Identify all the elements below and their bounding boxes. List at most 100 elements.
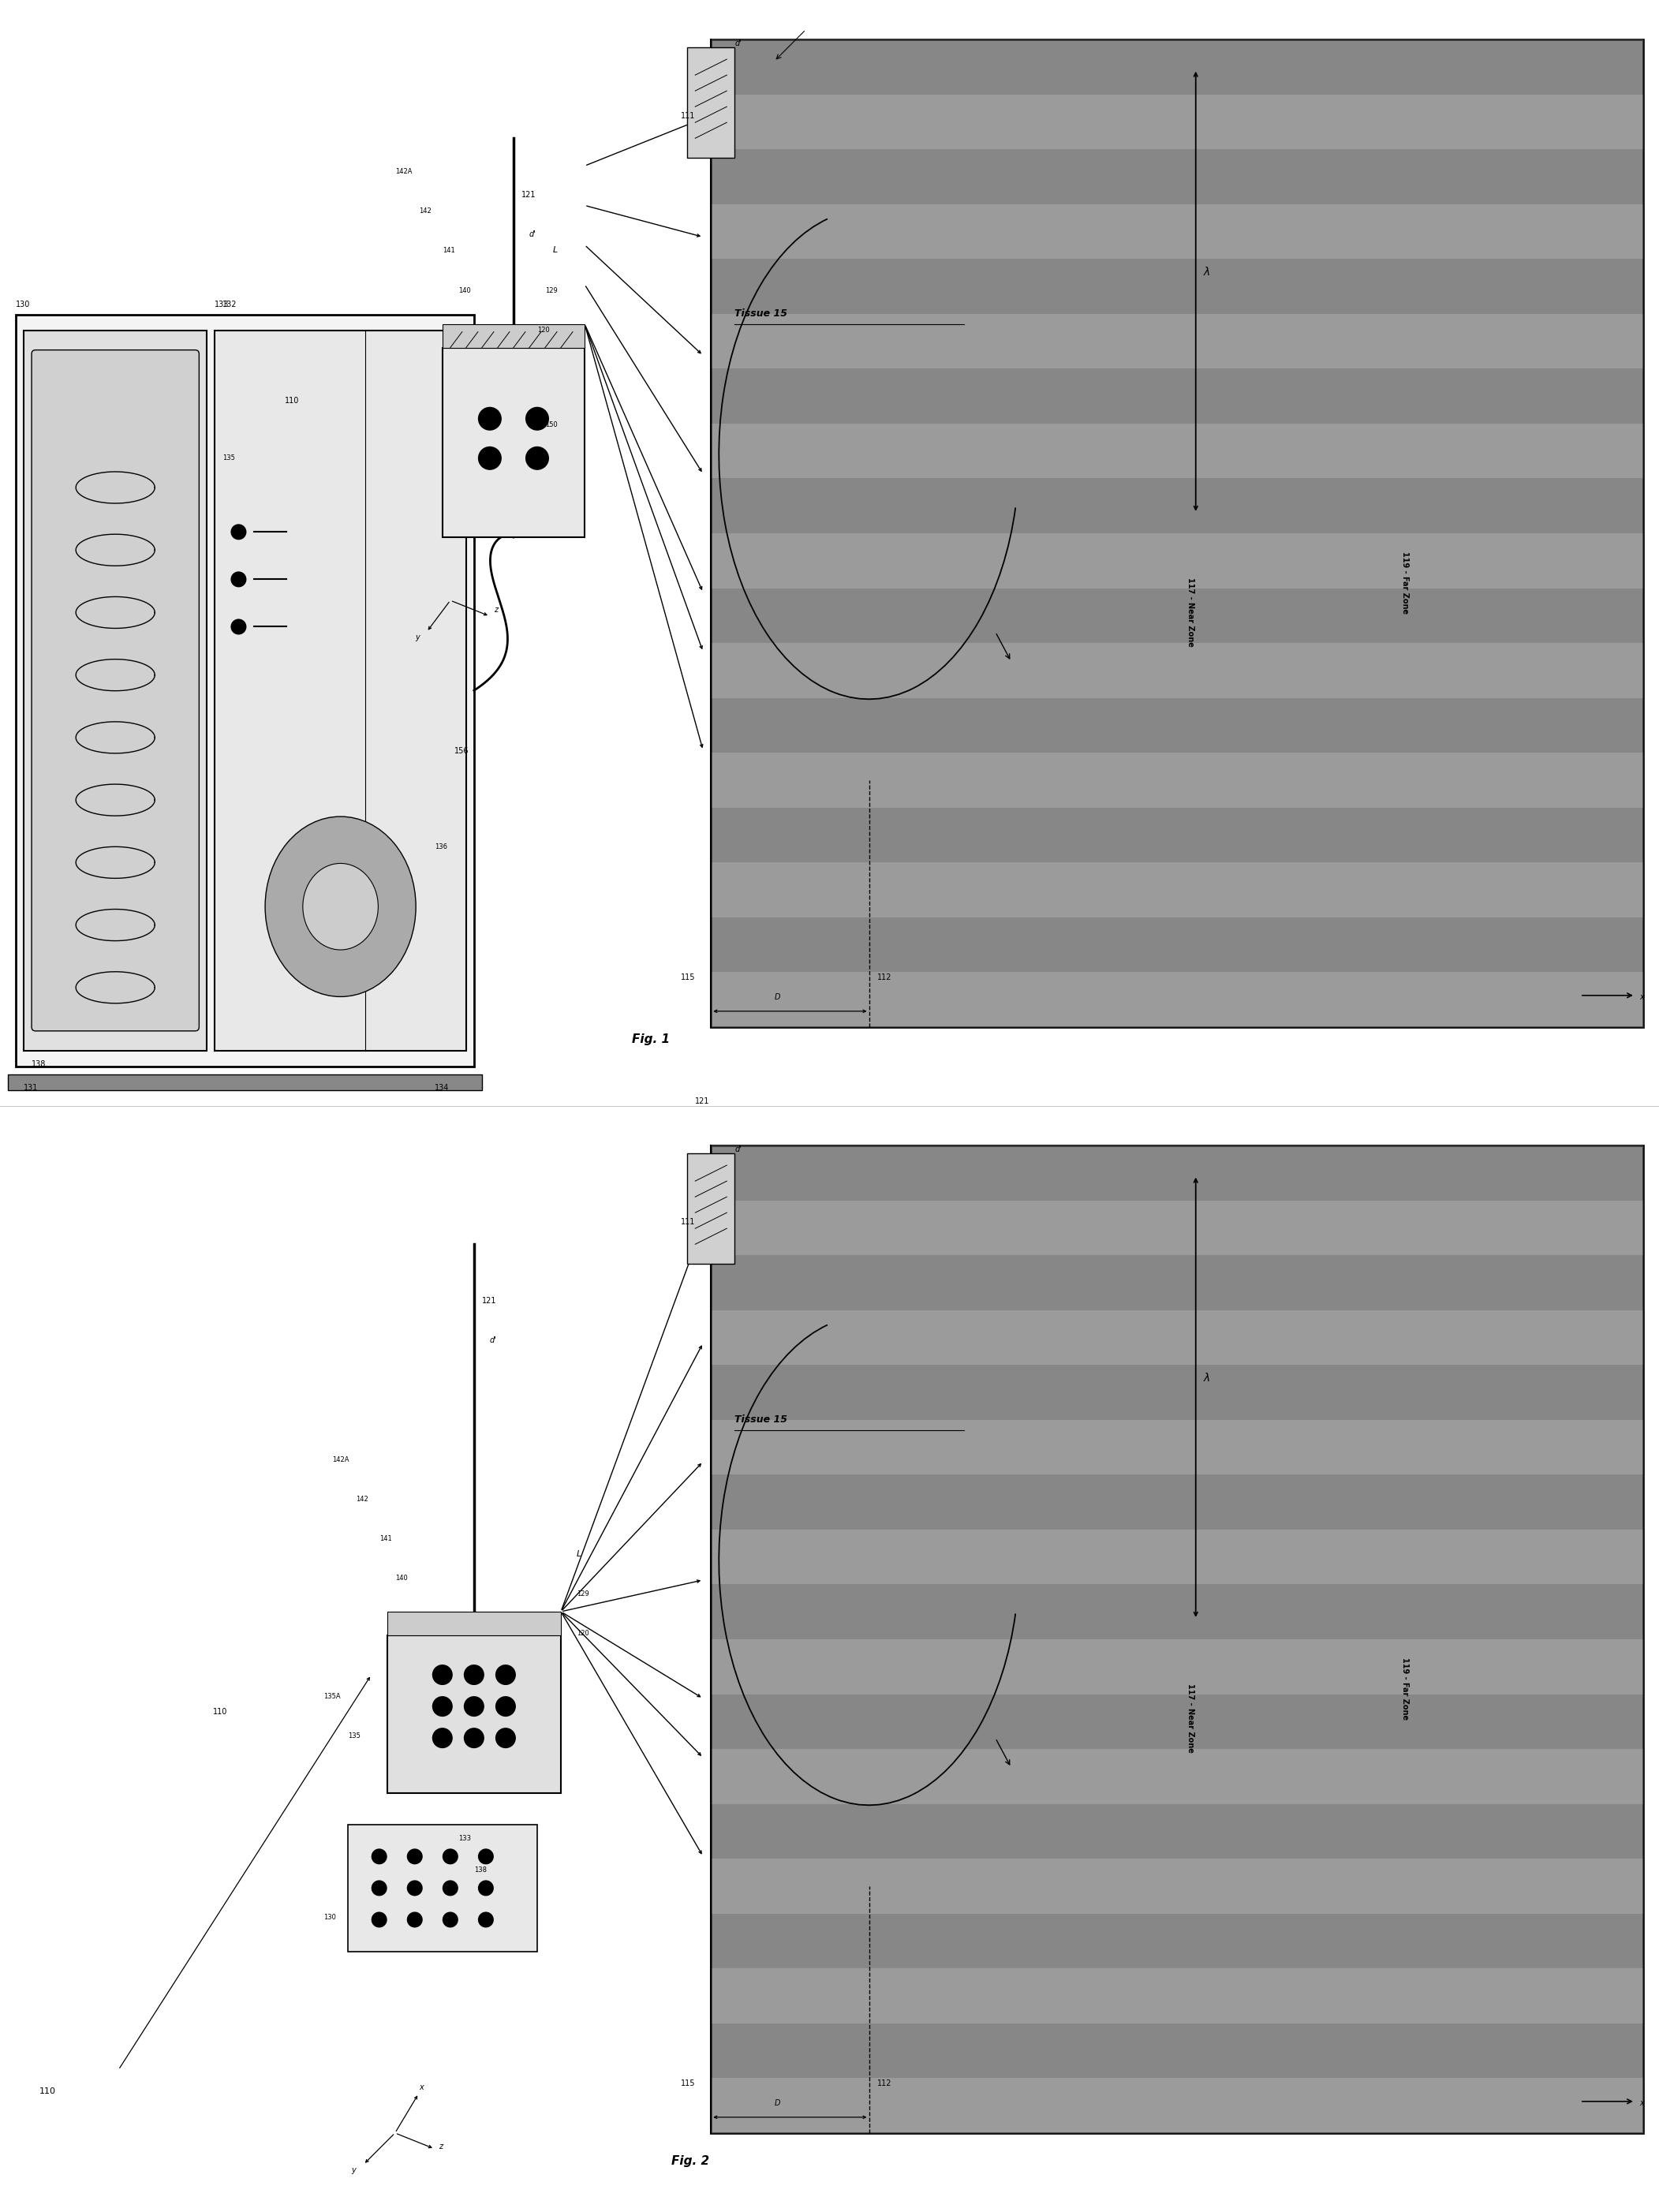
Circle shape <box>478 407 501 431</box>
Circle shape <box>372 1880 387 1896</box>
Bar <box>387 1613 561 1635</box>
Bar <box>712 1310 1642 1365</box>
Circle shape <box>496 1663 516 1686</box>
Circle shape <box>496 1728 516 1747</box>
Text: Fig. 1: Fig. 1 <box>632 1033 670 1044</box>
Circle shape <box>231 571 247 586</box>
Circle shape <box>478 1880 494 1896</box>
Circle shape <box>465 1697 484 1717</box>
Text: 110: 110 <box>40 2088 56 2095</box>
Bar <box>8 1075 481 1091</box>
Text: 111: 111 <box>680 113 695 119</box>
Bar <box>712 1254 1642 1310</box>
Bar <box>387 1635 561 1794</box>
Bar <box>712 1694 1642 1750</box>
Bar <box>712 422 1642 478</box>
Bar <box>712 369 1642 422</box>
Bar <box>17 314 474 1066</box>
Circle shape <box>372 1911 387 1927</box>
Bar <box>712 1420 1642 1475</box>
Bar <box>443 323 584 347</box>
Circle shape <box>443 1880 458 1896</box>
Text: λ: λ <box>1204 1374 1209 1385</box>
Text: d': d' <box>529 230 536 239</box>
Text: 129: 129 <box>546 288 557 294</box>
Text: 119 - Far Zone: 119 - Far Zone <box>1400 551 1408 615</box>
Text: λ: λ <box>1204 268 1209 279</box>
Circle shape <box>372 1849 387 1865</box>
Text: 142: 142 <box>355 1495 368 1502</box>
Text: 115: 115 <box>680 2079 695 2088</box>
Ellipse shape <box>265 816 416 998</box>
Circle shape <box>496 1697 516 1717</box>
Circle shape <box>406 1911 423 1927</box>
Bar <box>712 204 1642 259</box>
Bar <box>712 1803 1642 1858</box>
Text: z: z <box>438 2143 443 2150</box>
Text: 135A: 135A <box>324 1692 342 1701</box>
Text: x: x <box>1639 2099 1644 2106</box>
Circle shape <box>465 1663 484 1686</box>
Text: 120: 120 <box>538 327 549 334</box>
Bar <box>712 588 1642 644</box>
Text: 112: 112 <box>878 973 891 982</box>
Text: x: x <box>1639 993 1644 1000</box>
Text: 111: 111 <box>680 1219 695 1225</box>
Bar <box>712 807 1642 863</box>
Bar <box>687 1152 735 1263</box>
Bar <box>712 40 1642 95</box>
Bar <box>216 330 466 1051</box>
Text: 131: 131 <box>23 1084 38 1093</box>
Text: D: D <box>775 2099 780 2106</box>
Text: 117 - Near Zone: 117 - Near Zone <box>1186 1683 1194 1752</box>
Bar <box>712 1365 1642 1420</box>
Text: Fig. 2: Fig. 2 <box>672 2154 710 2168</box>
Text: 133: 133 <box>458 1836 471 1843</box>
Text: y: y <box>352 2166 357 2174</box>
Text: 138: 138 <box>474 1867 486 1874</box>
Text: z: z <box>494 606 498 613</box>
Bar <box>712 697 1642 752</box>
Text: L: L <box>552 246 557 254</box>
Bar <box>712 1201 1642 1254</box>
Bar <box>712 971 1642 1026</box>
Bar <box>712 2077 1642 2132</box>
Bar <box>712 752 1642 807</box>
Text: y: y <box>415 633 420 641</box>
Bar <box>712 1528 1642 1584</box>
Text: Tissue 15: Tissue 15 <box>735 1413 788 1425</box>
Text: 141: 141 <box>380 1535 392 1542</box>
Text: 129: 129 <box>577 1590 589 1597</box>
Text: 121: 121 <box>481 1296 496 1305</box>
Circle shape <box>231 619 247 635</box>
Bar <box>712 644 1642 697</box>
Circle shape <box>406 1849 423 1865</box>
Bar <box>712 95 1642 148</box>
Bar <box>712 2024 1642 2077</box>
Circle shape <box>443 1849 458 1865</box>
Text: 142: 142 <box>418 208 431 215</box>
Text: 130: 130 <box>17 301 30 307</box>
Text: 121: 121 <box>521 190 536 199</box>
Text: Tissue 15: Tissue 15 <box>735 307 788 319</box>
Circle shape <box>431 1728 453 1747</box>
Bar <box>712 148 1642 204</box>
Bar <box>712 1475 1642 1528</box>
Text: 115: 115 <box>680 973 695 982</box>
Bar <box>712 533 1642 588</box>
Circle shape <box>231 524 247 540</box>
Text: L: L <box>577 1551 582 1557</box>
Text: 119 - Far Zone: 119 - Far Zone <box>1400 1657 1408 1721</box>
Circle shape <box>526 447 549 471</box>
Circle shape <box>478 1849 494 1865</box>
Circle shape <box>478 1911 494 1927</box>
Text: 150: 150 <box>546 420 557 429</box>
Bar <box>348 1825 538 1951</box>
Text: 132: 132 <box>222 301 237 307</box>
Bar <box>712 40 1642 1026</box>
Text: 135: 135 <box>222 453 236 462</box>
Circle shape <box>406 1880 423 1896</box>
Text: 112: 112 <box>878 2079 891 2088</box>
Bar <box>712 478 1642 533</box>
Text: 140: 140 <box>458 288 471 294</box>
